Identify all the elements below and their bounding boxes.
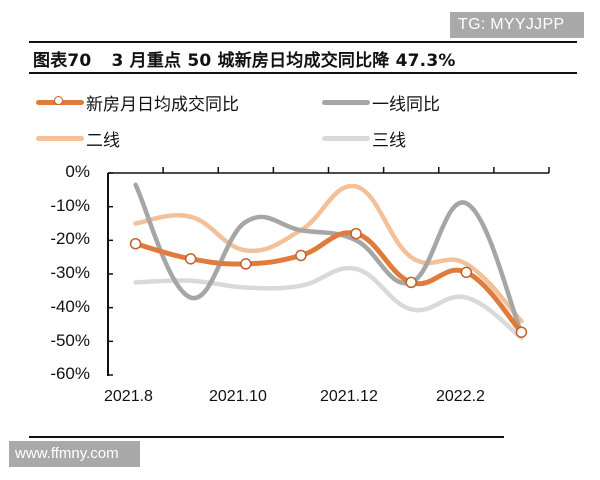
x-tick-label: 2021.10 <box>209 388 267 405</box>
y-tick-label: -30% <box>50 263 90 282</box>
legend-label: 新房月日均成交同比 <box>86 95 239 115</box>
figure-title-text: 3 月重点 50 城新房日均成交同比降 47.3% <box>111 51 456 71</box>
x-tick-label: 2021.12 <box>320 388 378 405</box>
y-tick-label: 0% <box>65 162 90 181</box>
y-tick-label: -40% <box>50 297 90 316</box>
series-layer <box>133 182 524 341</box>
legend-line-icon <box>322 100 370 105</box>
legend-label: 一线同比 <box>372 95 440 115</box>
y-tick-label: -50% <box>50 331 90 350</box>
legend-label: 三线 <box>372 131 406 151</box>
y-tick-label: -60% <box>50 364 90 383</box>
series-tier2 <box>133 183 524 324</box>
x-tick-label: 2022.2 <box>436 388 485 405</box>
title-underline <box>29 72 577 74</box>
watermark-bottom: www.ffmny.com <box>9 441 140 467</box>
legend-line-icon <box>36 136 84 141</box>
figure-title: 图表70 3 月重点 50 城新房日均成交同比降 47.3% <box>33 46 456 71</box>
watermark-top: TG: MYYJJPP <box>450 12 584 38</box>
data-point-marker <box>350 227 362 240</box>
data-point-marker <box>295 249 307 262</box>
chart-legend: 新房月日均成交同比 一线同比 二线 三线 <box>36 90 476 151</box>
data-point-marker <box>460 266 473 279</box>
legend-label: 二线 <box>86 131 120 151</box>
data-point-marker <box>240 258 252 270</box>
data-point-marker <box>515 326 528 338</box>
marker-layer <box>129 227 528 338</box>
data-point-marker <box>129 237 142 250</box>
data-point-marker <box>405 276 417 289</box>
legend-item-tier3: 三线 <box>322 126 406 151</box>
series-tier3 <box>133 265 524 341</box>
data-point-marker <box>184 253 197 265</box>
figure-number: 图表70 <box>33 51 92 71</box>
bottom-rule <box>29 436 504 438</box>
legend-item-new-home: 新房月日均成交同比 <box>36 90 239 115</box>
legend-item-tier2: 二线 <box>36 126 120 151</box>
top-rule <box>29 41 577 43</box>
legend-line-marker-icon <box>36 96 84 105</box>
y-tick-label: -20% <box>50 229 90 248</box>
y-tick-label: -10% <box>50 196 90 215</box>
legend-item-tier1: 一线同比 <box>322 90 440 115</box>
chart-axes <box>107 167 550 376</box>
x-tick-label: 2021.8 <box>104 388 153 405</box>
legend-line-icon <box>322 136 370 141</box>
